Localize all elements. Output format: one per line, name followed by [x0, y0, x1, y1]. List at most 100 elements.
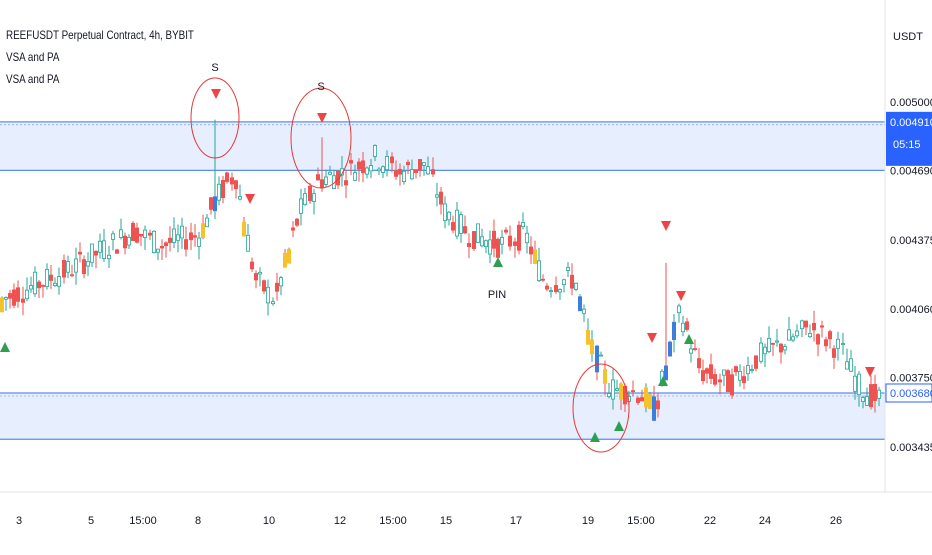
candle [183, 226, 188, 257]
candle [582, 304, 587, 322]
candle [693, 339, 698, 352]
candle [90, 243, 95, 268]
candle-body [693, 348, 698, 350]
highlight-circle [572, 363, 630, 453]
candle-body [726, 370, 731, 393]
indicator-label-2[interactable]: VSA and PA [6, 72, 60, 86]
currency-label: USDT [893, 31, 923, 43]
candle-body [578, 296, 583, 312]
candle-body [237, 196, 242, 200]
candle-body [130, 222, 135, 241]
symbol-title: REEFUSDT Perpetual Contract, 4h, BYBIT [6, 28, 194, 42]
candle-body [208, 197, 213, 210]
candle [734, 365, 739, 376]
candle [364, 166, 369, 179]
candle [356, 158, 361, 182]
candle-body [849, 358, 854, 372]
candle-body [70, 274, 75, 277]
candle-body [360, 160, 365, 174]
zone-price-tag [885, 383, 932, 403]
candle-body [795, 330, 800, 337]
candle [343, 169, 348, 199]
candle-body [216, 183, 221, 201]
candle-body [533, 249, 538, 265]
sell-signal-marker [647, 333, 657, 343]
candle [270, 297, 275, 306]
sell-signal-marker [317, 113, 327, 123]
candle-body [586, 329, 591, 345]
candle [434, 182, 439, 207]
candle [376, 167, 381, 176]
candle [311, 189, 316, 215]
candle [558, 288, 563, 300]
candle-body [90, 243, 95, 263]
candle-body [434, 194, 439, 198]
candle [384, 150, 389, 177]
candle-body [759, 342, 764, 362]
candle-body [537, 260, 542, 281]
candle [155, 248, 160, 261]
candle [619, 382, 624, 411]
candle [483, 239, 488, 254]
candle-body [368, 165, 373, 172]
candle-body [562, 279, 567, 285]
candle [718, 373, 723, 395]
candle-body [857, 373, 862, 396]
y-tick-label: 0.003750 [890, 373, 932, 385]
candle [327, 165, 332, 176]
candle [738, 364, 743, 387]
candle-body [380, 166, 385, 173]
candle-body [327, 171, 332, 175]
candle [726, 368, 731, 393]
candle-body [15, 287, 20, 302]
candle-body [697, 358, 702, 369]
x-tick-label: 8 [195, 515, 201, 527]
candle-body [836, 338, 841, 349]
candle [750, 364, 755, 374]
x-tick-label: 15:00 [129, 515, 157, 527]
y-tick-label: 0.003435 [890, 442, 932, 454]
x-tick-label: 22 [704, 515, 716, 527]
candle [783, 343, 788, 355]
candle-body [53, 282, 58, 287]
candle-body [479, 236, 484, 247]
candle [11, 283, 16, 309]
candle [417, 159, 422, 177]
candle [49, 265, 54, 290]
candle-body [590, 339, 595, 355]
candle [767, 326, 772, 354]
candle [28, 276, 33, 293]
candle [865, 387, 870, 406]
candle-body [487, 239, 492, 255]
x-tick-label: 26 [830, 515, 842, 527]
candle [389, 152, 394, 173]
indicator-label-1[interactable]: VSA and PA [6, 50, 60, 64]
candle [212, 119, 217, 220]
candle [298, 188, 303, 226]
buy-signal-marker [590, 432, 600, 442]
candle-body [282, 252, 287, 268]
annotation-label: S [317, 81, 324, 93]
candle-body [652, 396, 657, 421]
candle-body [722, 369, 727, 376]
candle-body [767, 337, 772, 353]
candle [466, 233, 471, 259]
candle-body [28, 285, 33, 290]
candle-body [507, 235, 512, 247]
candle-body [315, 174, 320, 181]
candle [471, 231, 476, 251]
candle-body [348, 160, 353, 164]
candle [869, 375, 874, 410]
candle-body [619, 383, 624, 400]
annotation-label: S [211, 62, 218, 74]
candle [487, 230, 492, 264]
x-tick-label: 10 [263, 515, 275, 527]
candle [179, 217, 184, 249]
candle-body [582, 308, 587, 314]
highlight-circle [190, 77, 240, 159]
candle-body [475, 223, 480, 243]
candle [119, 218, 124, 240]
candle [816, 333, 821, 357]
